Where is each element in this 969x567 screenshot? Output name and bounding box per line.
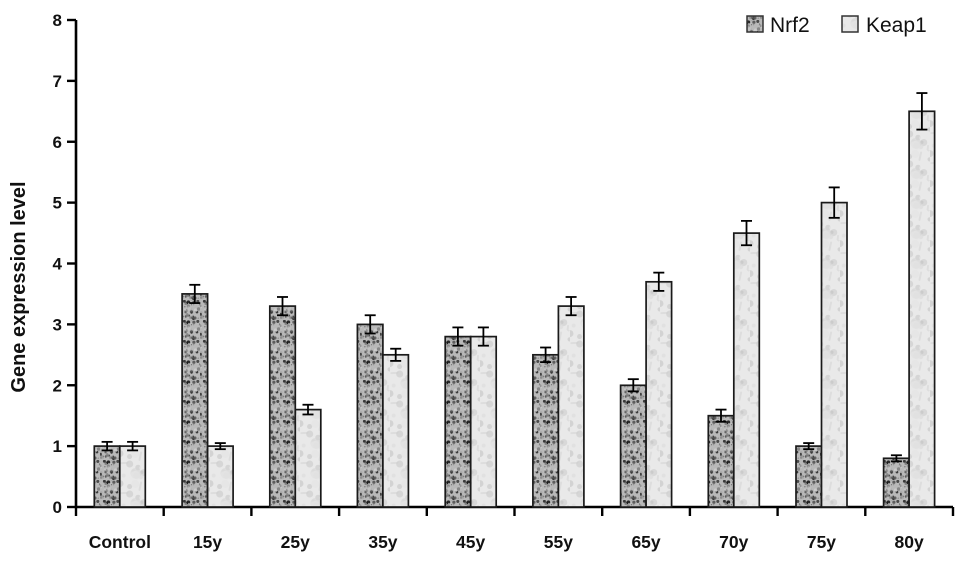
x-category-label-25y: 25y bbox=[281, 532, 310, 552]
bar-keap1-35y bbox=[382, 353, 410, 508]
y-tick-label-4: 4 bbox=[53, 255, 63, 274]
errorbar-keap1-control bbox=[127, 440, 139, 452]
legend-swatch-nrf2 bbox=[746, 15, 764, 33]
errorbar-nrf2-65y bbox=[627, 378, 639, 393]
errorbar-nrf2-70y bbox=[715, 408, 727, 423]
bar-keap1-80y bbox=[908, 110, 936, 508]
bar-nrf2-65y bbox=[619, 384, 647, 508]
errorbar-keap1-75y bbox=[828, 186, 840, 219]
y-tick-label-6: 6 bbox=[53, 133, 62, 152]
x-category-label-75y: 75y bbox=[807, 532, 836, 552]
legend: Nrf2 Keap1 bbox=[746, 14, 927, 37]
bar-nrf2-80y bbox=[882, 457, 910, 508]
x-category-label-15y: 15y bbox=[193, 532, 222, 552]
legend-label-nrf2: Nrf2 bbox=[770, 14, 810, 37]
bar-keap1-control bbox=[118, 445, 147, 508]
y-tick-label-1: 1 bbox=[53, 437, 62, 456]
bar-keap1-75y bbox=[820, 201, 848, 508]
y-tick-label-2: 2 bbox=[53, 376, 62, 395]
errorbar-nrf2-55y bbox=[540, 346, 552, 364]
y-axis-title: Gene expression level bbox=[8, 181, 30, 392]
x-category-label-35y: 35y bbox=[368, 532, 397, 552]
bar-nrf2-25y bbox=[268, 305, 297, 508]
bar-nrf2-15y bbox=[181, 293, 209, 508]
plot-area: 0 1 2 3 4 5 6 7 8 Control 15y 25y 35y 45y 55y 65y 70y 75y… bbox=[53, 11, 955, 552]
errorbar-nrf2-45y bbox=[452, 326, 464, 347]
bar-keap1-65y bbox=[645, 280, 673, 508]
errorbar-keap1-70y bbox=[741, 219, 752, 247]
bar-nrf2-55y bbox=[532, 353, 560, 508]
errorbar-keap1-15y bbox=[214, 442, 226, 451]
errorbar-nrf2-75y bbox=[803, 442, 815, 451]
errorbar-keap1-55y bbox=[565, 296, 577, 317]
x-category-label-70y: 70y bbox=[719, 532, 748, 552]
legend-swatch-keap1 bbox=[841, 15, 859, 33]
x-category-label-65y: 65y bbox=[631, 532, 660, 552]
errorbar-keap1-35y bbox=[390, 347, 402, 362]
bar-keap1-70y bbox=[732, 232, 761, 508]
y-tick-label-5: 5 bbox=[53, 194, 62, 213]
bar-keap1-25y bbox=[294, 408, 322, 508]
bar-keap1-55y bbox=[557, 305, 585, 508]
bar-nrf2-70y bbox=[707, 414, 735, 508]
bar-nrf2-75y bbox=[795, 445, 823, 508]
x-category-label-45y: 45y bbox=[456, 532, 485, 552]
bar-keap1-45y bbox=[469, 335, 498, 508]
errorbar-nrf2-80y bbox=[890, 454, 902, 463]
errorbar-keap1-25y bbox=[302, 403, 314, 416]
x-category-label-control: Control bbox=[89, 532, 151, 552]
errorbar-keap1-65y bbox=[653, 271, 665, 292]
bar-nrf2-45y bbox=[444, 335, 472, 508]
y-tick-label-7: 7 bbox=[53, 72, 62, 91]
bar-keap1-15y bbox=[206, 445, 234, 508]
errorbar-nrf2-control bbox=[101, 440, 113, 452]
legend-label-keap1: Keap1 bbox=[866, 14, 927, 37]
bar-nrf2-35y bbox=[356, 323, 384, 508]
x-category-label-55y: 55y bbox=[544, 532, 573, 552]
x-category-label-80y: 80y bbox=[895, 532, 924, 552]
bar-nrf2-control bbox=[93, 445, 121, 508]
y-tick-label-8: 8 bbox=[53, 11, 62, 30]
errorbar-nrf2-25y bbox=[277, 296, 288, 317]
errorbar-nrf2-15y bbox=[189, 283, 201, 304]
y-tick-label-0: 0 bbox=[53, 498, 62, 517]
errorbar-keap1-45y bbox=[477, 326, 489, 347]
errorbar-nrf2-35y bbox=[364, 314, 376, 335]
y-tick-label-3: 3 bbox=[53, 315, 62, 334]
errorbar-keap1-80y bbox=[916, 92, 928, 131]
